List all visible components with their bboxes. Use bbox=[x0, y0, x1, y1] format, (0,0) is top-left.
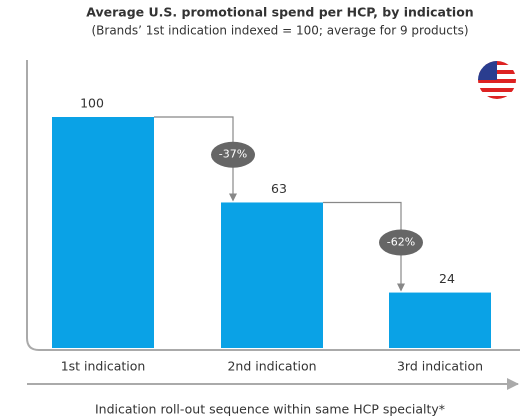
bar bbox=[389, 292, 491, 348]
bar bbox=[221, 202, 323, 348]
x-tick-label: 3rd indication bbox=[397, 359, 483, 374]
axis bbox=[26, 60, 520, 351]
annotation: -62% bbox=[387, 236, 415, 249]
annotation-badge bbox=[211, 141, 255, 168]
us-flag bbox=[478, 61, 516, 99]
connector bbox=[154, 116, 237, 202]
bar bbox=[52, 117, 154, 348]
annotation-badge bbox=[379, 229, 423, 256]
chart-title: Average U.S. promotional spend per HCP, … bbox=[86, 5, 473, 20]
value-label: 24 bbox=[439, 271, 455, 286]
x-axis-label: Indication roll-out sequence within same… bbox=[95, 402, 445, 417]
x-tick-label: 1st indication bbox=[61, 359, 146, 374]
chart-subtitle: (Brands’ 1st indication indexed = 100; a… bbox=[91, 24, 468, 38]
x-tick-label: 2nd indication bbox=[227, 359, 316, 374]
value-label: 100 bbox=[80, 96, 104, 111]
annotation: -37% bbox=[219, 148, 247, 161]
value-label: 63 bbox=[271, 181, 287, 196]
connector bbox=[323, 201, 405, 292]
